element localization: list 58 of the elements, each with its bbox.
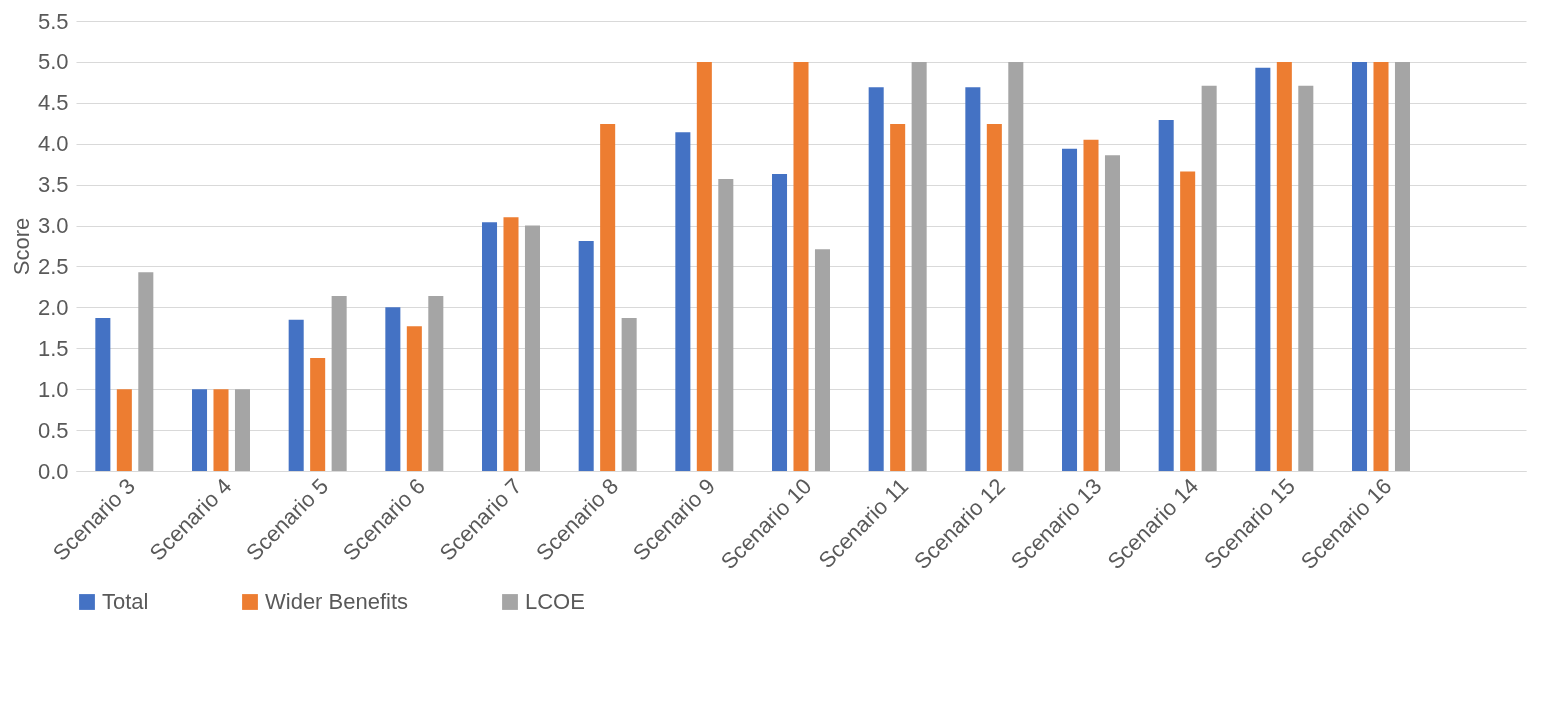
bar — [482, 222, 498, 471]
legend-label: Wider Benefits — [265, 589, 409, 614]
y-tick-label: 4.0 — [37, 131, 69, 157]
bar — [1083, 139, 1099, 471]
y-tick-label: 1.0 — [37, 376, 69, 402]
bar — [578, 241, 594, 471]
bar — [1104, 155, 1120, 471]
bar — [428, 295, 444, 471]
bar — [1373, 61, 1389, 471]
bar — [621, 318, 637, 471]
bar — [503, 217, 519, 471]
y-tick-label: 0.0 — [37, 458, 69, 484]
bar — [385, 307, 401, 471]
bar — [213, 389, 229, 471]
y-tick-label: 0.5 — [37, 417, 69, 443]
y-axis-title: Score — [8, 217, 34, 276]
bar — [1352, 61, 1368, 471]
bar — [138, 272, 154, 471]
bar — [116, 389, 132, 471]
bar — [331, 295, 347, 471]
bar — [1394, 61, 1410, 471]
bar — [986, 124, 1002, 471]
bar — [524, 225, 540, 471]
bar — [1008, 61, 1024, 471]
bar — [772, 174, 788, 471]
bar — [288, 319, 304, 471]
legend-label: LCOE — [525, 589, 585, 614]
y-tick-label: 2.5 — [37, 253, 69, 279]
bar — [1158, 120, 1174, 471]
bar — [192, 389, 208, 471]
bar — [600, 124, 616, 471]
bar — [1062, 148, 1078, 471]
y-tick-label: 5.5 — [37, 8, 69, 34]
bar — [965, 87, 981, 471]
bar — [234, 389, 250, 471]
bar — [95, 318, 111, 471]
bar — [310, 358, 326, 471]
y-tick-label: 3.5 — [37, 172, 69, 198]
y-tick-label: 4.5 — [37, 90, 69, 116]
bar — [890, 124, 906, 471]
bar — [675, 132, 691, 471]
bar — [1255, 67, 1271, 471]
y-tick-label: 1.5 — [37, 335, 69, 361]
bar — [1201, 85, 1217, 471]
bar — [1276, 61, 1292, 471]
bar — [1298, 85, 1314, 471]
y-tick-label: 2.0 — [37, 294, 69, 320]
bar — [718, 178, 734, 471]
bar — [793, 61, 809, 471]
bar — [814, 249, 830, 471]
bar — [868, 87, 884, 471]
bar — [696, 61, 712, 471]
y-tick-label: 3.0 — [37, 213, 69, 239]
bar — [911, 61, 927, 471]
bar — [406, 326, 422, 471]
bar — [1180, 171, 1196, 471]
legend-label: Total — [102, 589, 149, 614]
y-tick-label: 5.0 — [37, 49, 69, 75]
